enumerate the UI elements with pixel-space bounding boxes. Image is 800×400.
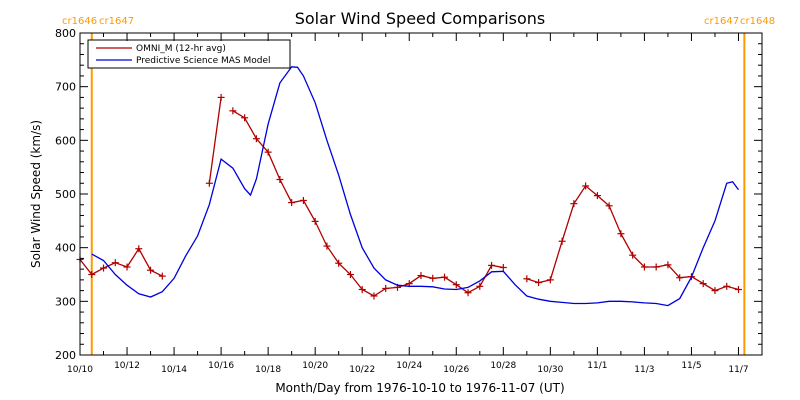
- legend-label-mas: Predictive Science MAS Model: [136, 56, 271, 66]
- omni-data-point: [476, 282, 484, 290]
- x-tick-label: 10/14: [161, 365, 187, 375]
- axes: 200 300 400 500 600 700 800 10/10 10/12 10/14 10/1…: [55, 27, 762, 375]
- y-tick-label: 400: [55, 242, 76, 255]
- omni-data-point: [335, 259, 343, 267]
- omni-data-point: [499, 264, 507, 272]
- omni-data-point: [241, 114, 249, 122]
- omni-data-point: [100, 264, 108, 272]
- omni-data-point: [111, 259, 119, 267]
- omni-data-point: [723, 282, 731, 290]
- x-axis-label: Month/Day from 1976-10-10 to 1976-11-07 …: [275, 381, 564, 395]
- omni-data-point: [593, 192, 601, 200]
- omni-data-point: [558, 237, 566, 245]
- omni-series-line: [79, 247, 163, 277]
- legend: OMNI_M (12-hr avg) Predictive Science MA…: [87, 39, 291, 69]
- x-tick-label: 10/20: [302, 361, 328, 371]
- omni-data-point: [264, 148, 272, 156]
- omni-data-point: [323, 242, 331, 250]
- omni-data-point: [605, 202, 613, 210]
- omni-data-point: [711, 287, 719, 295]
- legend-label-omni: OMNI_M (12-hr avg): [136, 44, 226, 54]
- omni-data-point: [123, 263, 131, 271]
- omni-data-point: [205, 179, 213, 187]
- omni-data-point: [288, 199, 296, 207]
- omni-data-point: [299, 196, 307, 204]
- plot-area: [76, 33, 746, 355]
- omni-series-line: [208, 97, 222, 184]
- x-tick-label: 11/3: [634, 365, 654, 375]
- omni-data-point: [311, 217, 319, 225]
- omni-data-point: [158, 272, 166, 280]
- y-tick-label: 200: [55, 349, 76, 362]
- x-tick-label: 10/30: [537, 365, 563, 375]
- omni-data-point: [582, 182, 590, 190]
- omni-data-point: [488, 261, 496, 269]
- cr-label-right-1: cr1647: [704, 16, 739, 27]
- omni-data-point: [252, 135, 260, 143]
- omni-data-point: [417, 272, 425, 280]
- omni-data-point: [452, 281, 460, 289]
- chart-title: Solar Wind Speed Comparisons: [295, 9, 546, 28]
- omni-data-point: [535, 279, 543, 287]
- y-tick-label: 600: [55, 134, 76, 147]
- y-tick-label: 500: [55, 188, 76, 201]
- x-tick-label: 10/10: [67, 365, 93, 375]
- omni-data-point: [617, 230, 625, 238]
- omni-data-point: [699, 280, 707, 288]
- plot-frame: [79, 32, 763, 356]
- omni-data-point: [629, 251, 637, 259]
- cr-label-left-1: cr1646: [62, 16, 97, 27]
- omni-data-point: [441, 273, 449, 281]
- x-tick-label: 11/1: [587, 361, 607, 371]
- omni-data-point: [523, 275, 531, 283]
- omni-data-point: [664, 261, 672, 269]
- omni-data-point: [652, 263, 660, 271]
- x-tick-label: 10/12: [114, 361, 140, 371]
- legend-box: [87, 39, 291, 69]
- omni-data-point: [147, 266, 155, 274]
- omni-data-point: [88, 271, 96, 278]
- x-tick-label: 10/26: [443, 365, 469, 375]
- omni-data-point: [676, 274, 684, 282]
- omni-data-point: [135, 245, 143, 253]
- x-tick-label: 10/28: [490, 361, 516, 371]
- omni-data-point: [429, 274, 437, 282]
- omni-data-point: [640, 263, 648, 271]
- omni-data-point: [370, 292, 378, 300]
- cr-label-left-2: cr1647: [99, 16, 134, 27]
- x-tick-label: 10/16: [208, 361, 234, 371]
- omni-data-point: [358, 286, 366, 294]
- x-tick-label: 11/5: [681, 361, 701, 371]
- omni-data-point: [276, 176, 284, 184]
- y-tick-label: 800: [55, 27, 76, 40]
- y-tick-label: 700: [55, 81, 76, 94]
- y-axis-label: Solar Wind Speed (km/s): [29, 120, 43, 268]
- y-tick-label: 300: [55, 295, 76, 308]
- omni-data-point: [346, 271, 354, 278]
- omni-data-point: [229, 107, 237, 115]
- omni-data-point: [464, 289, 472, 297]
- omni-series-line: [232, 110, 504, 297]
- x-tick-label: 10/22: [349, 365, 375, 375]
- omni-data-point: [570, 200, 578, 208]
- cr-label-right-2: cr1648: [740, 16, 775, 27]
- omni-data-point: [382, 284, 390, 292]
- x-tick-label: 11/7: [728, 365, 748, 375]
- omni-data-point: [546, 276, 554, 284]
- omni-data-point: [217, 93, 225, 101]
- x-tick-label: 10/18: [255, 365, 281, 375]
- omni-data-point: [734, 286, 742, 294]
- mas-series-line: [91, 66, 740, 307]
- x-tick-label: 10/24: [396, 361, 422, 371]
